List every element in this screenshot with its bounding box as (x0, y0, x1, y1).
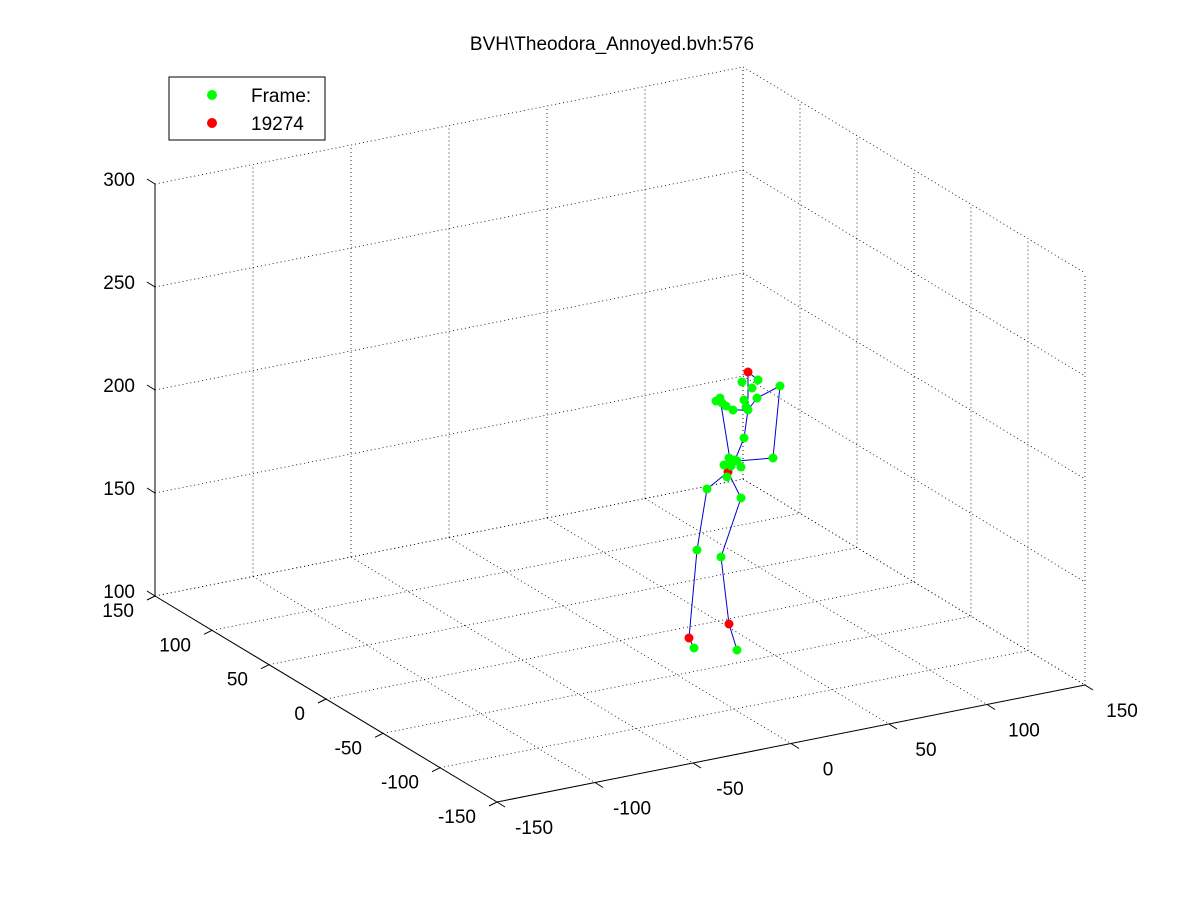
x-tick-label: 0 (823, 760, 834, 781)
skeleton-joint (703, 485, 712, 494)
skeleton-joint (740, 396, 749, 405)
skeleton-joint (753, 394, 762, 403)
skeleton-joint (737, 494, 746, 503)
legend-marker-frame-number (207, 118, 217, 128)
x-tick-label: 100 (1008, 721, 1040, 742)
y-tick-label: 150 (102, 601, 134, 622)
skeleton-joint (717, 553, 726, 562)
skeleton-joint (720, 461, 729, 470)
chart-title: BVH\Theodora_Annoyed.bvh:576 (470, 34, 754, 55)
legend: Frame: 19274 (169, 77, 325, 140)
y-tick-label: -50 (335, 738, 362, 759)
y-tick-label: 100 (159, 635, 191, 656)
x-tick-label: 150 (1106, 701, 1138, 722)
skeleton-joint (769, 454, 778, 463)
skeleton-joint (740, 434, 749, 443)
skeleton-joint (754, 376, 763, 385)
skeleton-joint (738, 378, 747, 387)
y-tick-label: -150 (438, 807, 476, 828)
skeleton-joint (723, 473, 732, 482)
skeleton-joint-highlight (725, 620, 734, 629)
x-tick-label: 50 (915, 740, 936, 761)
y-tick-label: -100 (381, 773, 419, 794)
y-tick-label: 50 (227, 670, 248, 691)
legend-marker-frame (207, 90, 217, 100)
z-tick-label: 250 (103, 273, 135, 294)
legend-label-frame: Frame: (251, 86, 311, 107)
skeleton-joint (737, 463, 746, 472)
legend-label-frame-number: 19274 (251, 114, 304, 135)
skeleton-joint-highlight (685, 634, 694, 643)
skeleton-joint (748, 384, 757, 393)
z-tick-label: 100 (103, 582, 135, 603)
z-tick-label: 200 (103, 376, 135, 397)
skeleton-joint (722, 402, 731, 411)
skeleton-joint (776, 382, 785, 391)
skeleton-joint-highlight (744, 368, 753, 377)
x-tick-label: -50 (716, 779, 743, 800)
x-tick-label: -100 (613, 799, 651, 820)
y-tick-label: 0 (294, 704, 305, 725)
skeleton-joint (733, 646, 742, 655)
z-tick-label: 150 (103, 479, 135, 500)
z-tick-label: 300 (103, 170, 135, 191)
skeleton-joint (693, 546, 702, 555)
skeleton-joint (690, 644, 699, 653)
x-tick-label: -150 (515, 818, 553, 839)
